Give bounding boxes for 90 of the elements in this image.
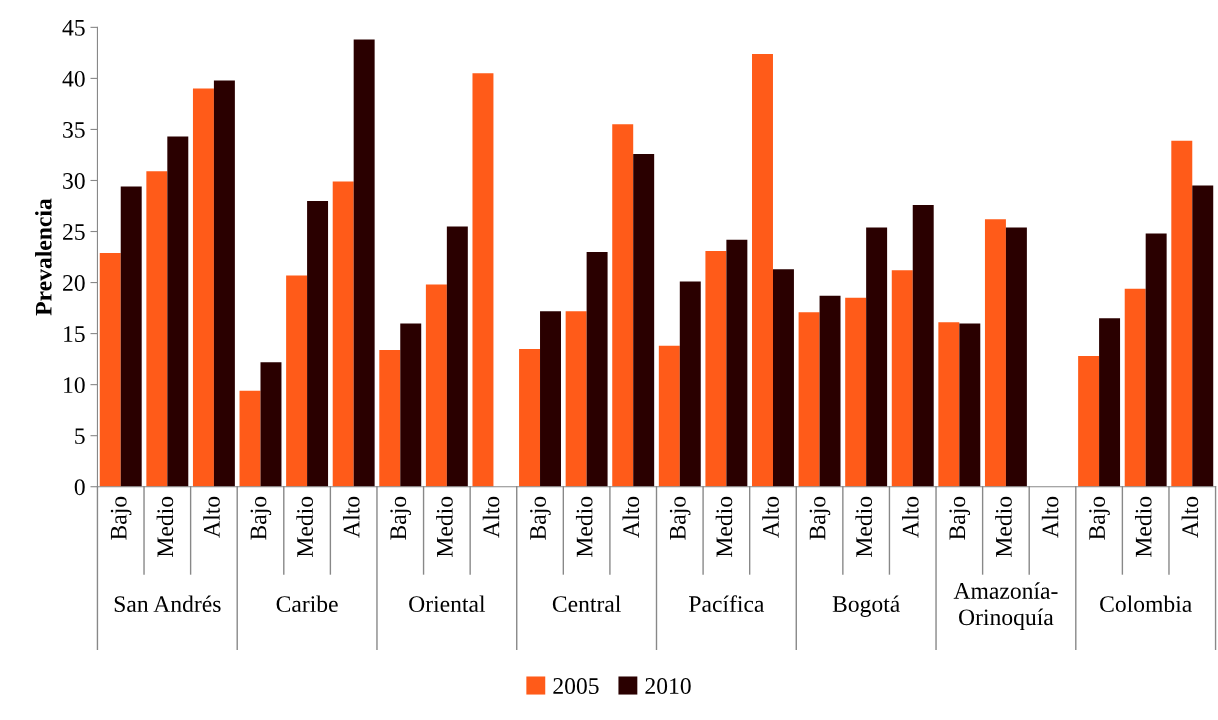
bar	[752, 53, 773, 487]
x-tick-label: Alto	[482, 496, 500, 538]
bar	[633, 153, 655, 487]
bar	[1171, 140, 1193, 487]
text: Oriental	[409, 595, 486, 613]
bar	[705, 250, 727, 487]
bar	[586, 251, 608, 487]
x-tick-label: Bajo	[250, 496, 272, 540]
x-tick-label: Bajo	[669, 496, 691, 540]
x-tick-label: Alto	[203, 496, 220, 538]
x-tick-label: Alto	[762, 496, 779, 538]
bar	[1145, 233, 1167, 487]
bar	[798, 312, 820, 487]
x-tick-label: Medio	[995, 496, 1012, 557]
bar	[891, 270, 913, 487]
y-tick-label: 5	[75, 428, 85, 445]
text: Caribe	[276, 595, 338, 613]
legend-label: 2010	[645, 678, 691, 694]
y-tick-label: 20	[63, 275, 85, 291]
x-tick-label: Medio	[156, 496, 174, 557]
text: Pacífica	[689, 595, 765, 613]
x-tick-label: Alto	[902, 496, 919, 538]
x-tick-label: Medio	[1134, 496, 1152, 557]
y-tick-label: 40	[62, 70, 85, 87]
bar	[192, 88, 214, 487]
bar	[239, 390, 261, 487]
bar	[1078, 356, 1100, 487]
bar	[984, 219, 1006, 487]
bar	[1005, 227, 1027, 487]
text: Central	[552, 595, 621, 613]
x-tick-label: Alto	[1041, 496, 1059, 538]
x-tick-label: Bajo	[390, 496, 411, 540]
bar	[446, 226, 468, 487]
bar	[286, 275, 308, 487]
bar	[472, 73, 494, 487]
x-tick-label: Medio	[296, 496, 313, 557]
y-tick-label: 0	[74, 479, 85, 496]
x-tick-label: Bajo	[1089, 496, 1110, 540]
x-tick-label: Bajo	[809, 496, 831, 540]
x-tick-label: Medio	[855, 496, 873, 557]
bar	[519, 348, 541, 487]
bar	[307, 200, 329, 487]
text: Bogotá	[832, 595, 900, 617]
bar	[213, 80, 235, 487]
bar	[379, 349, 401, 487]
bar	[819, 295, 841, 487]
bar	[540, 311, 561, 487]
bar	[146, 171, 168, 487]
bar	[167, 136, 189, 487]
x-tick-label: Alto	[342, 496, 360, 538]
bar	[845, 297, 867, 487]
x-tick-label: Bajo	[110, 496, 132, 540]
x-tick-label: Bajo	[530, 496, 551, 540]
x-tick-label: Medio	[715, 496, 733, 557]
text: San Andrés	[114, 595, 221, 613]
text: Amazonía- Orinoquía	[953, 582, 1058, 631]
bar	[612, 124, 634, 487]
bar	[332, 181, 354, 487]
bar	[425, 284, 447, 487]
bar	[959, 323, 981, 487]
legend-label: 2005	[553, 678, 599, 694]
x-tick-label: Medio	[436, 496, 453, 557]
bar	[658, 345, 680, 487]
bar	[866, 227, 888, 487]
bar	[353, 39, 375, 487]
bar	[565, 311, 587, 487]
bar	[1124, 288, 1146, 487]
bar	[912, 204, 934, 487]
y-tick-label: 25	[63, 224, 85, 240]
bar	[938, 322, 960, 487]
y-axis-title: Prevalencia	[35, 198, 52, 316]
bar	[99, 252, 121, 487]
bar	[1099, 318, 1121, 487]
y-tick-label: 45	[62, 20, 85, 36]
y-tick-label: 30	[63, 172, 85, 189]
x-tick-label: Alto	[622, 496, 640, 538]
text: Colombia	[1100, 595, 1192, 613]
bar	[400, 323, 422, 487]
bar	[120, 186, 142, 487]
x-tick-label: Alto	[1181, 496, 1199, 538]
bar	[726, 239, 748, 487]
x-tick-label: Medio	[575, 496, 593, 557]
y-tick-label: 10	[64, 377, 85, 394]
bar	[679, 281, 701, 487]
bar	[260, 362, 282, 487]
y-tick-label: 35	[63, 122, 85, 138]
bar	[1192, 185, 1214, 487]
bar	[772, 269, 794, 487]
x-tick-label: Bajo	[949, 496, 971, 540]
y-tick-label: 15	[64, 326, 85, 343]
